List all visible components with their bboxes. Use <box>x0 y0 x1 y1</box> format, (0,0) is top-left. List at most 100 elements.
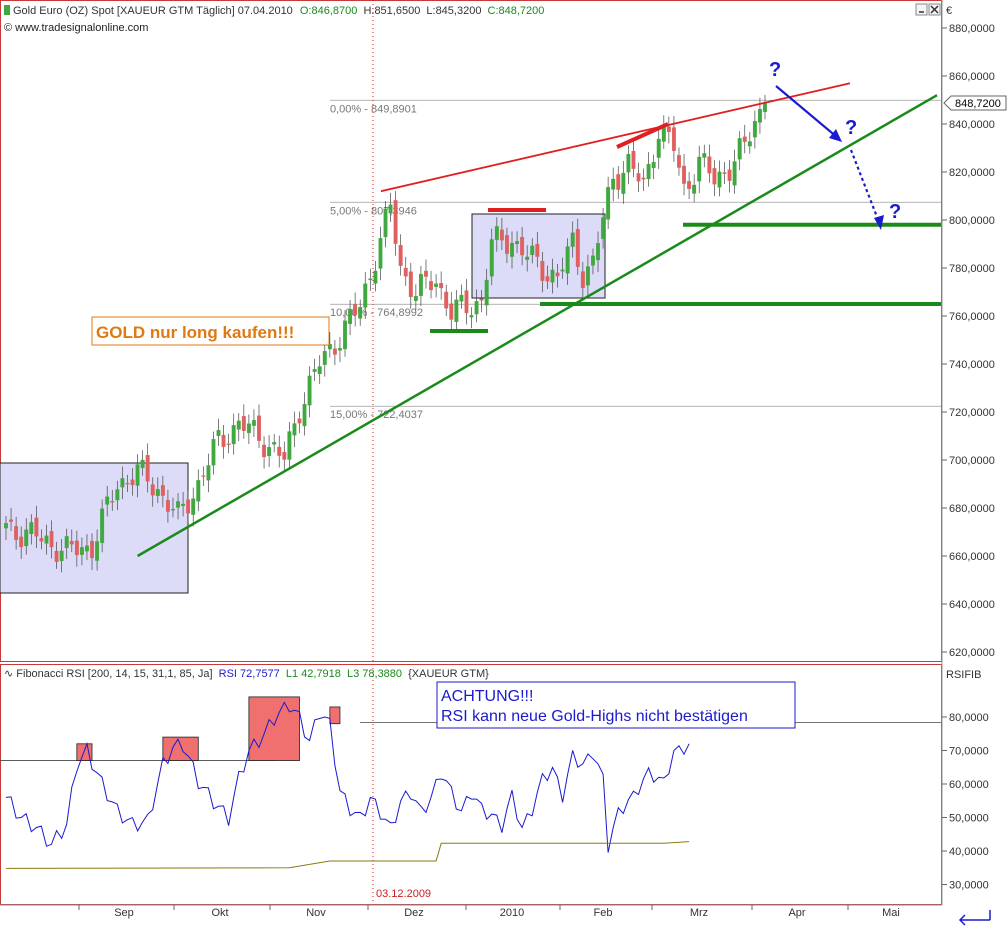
candle-body <box>171 508 175 511</box>
candle-body <box>408 271 413 298</box>
svg-text:Gold Euro (OZ) Spot [XAUEUR GT: Gold Euro (OZ) Spot [XAUEUR GTM Täglich]… <box>13 5 544 17</box>
candle-body <box>712 168 717 185</box>
high-value: H:851,6500 <box>363 5 420 17</box>
rsi-y-tick-label: 60,0000 <box>949 779 989 791</box>
rsi-value: RSI 72,7577 <box>219 668 280 680</box>
close-button[interactable] <box>928 3 941 16</box>
candle-body <box>510 242 514 257</box>
candle-body <box>545 276 550 282</box>
source-label: © www.tradesignalonline.com <box>4 22 148 34</box>
candle-body <box>44 535 49 544</box>
candle-body <box>525 256 530 260</box>
candle-body <box>418 274 423 296</box>
rsi-overbought-box <box>162 736 199 761</box>
candle-body <box>19 536 24 548</box>
candle-body <box>702 153 707 158</box>
candle-body <box>727 169 732 181</box>
candle-body <box>221 434 226 447</box>
candle-body <box>763 102 767 112</box>
scroll-arrow-icon[interactable] <box>958 910 991 926</box>
currency-label: € <box>946 5 952 17</box>
candle-body <box>332 348 337 355</box>
candle-body <box>226 443 231 445</box>
candle-body <box>398 245 403 266</box>
y-tick-label: 880,0000 <box>949 23 995 35</box>
minimize-button[interactable] <box>915 3 928 16</box>
candle-body <box>14 526 19 540</box>
candle-body <box>9 519 14 522</box>
candle-body <box>272 442 277 445</box>
candle-body <box>186 499 191 514</box>
candle-body <box>49 531 54 548</box>
x-tick-label: Apr <box>788 907 805 919</box>
candle-body <box>302 403 307 427</box>
gold-long-annotation: GOLD nur long kaufen!!! <box>91 316 330 346</box>
candle-body <box>434 283 439 287</box>
rsi-title: Fibonacci RSI [200, 14, 15, 31,1, 85, Ja… <box>16 668 212 680</box>
candle-body <box>368 278 373 281</box>
open-value: O:846,8700 <box>300 5 358 17</box>
candle-body <box>100 508 105 543</box>
candle-body <box>732 161 737 186</box>
y-tick-label: 860,0000 <box>949 71 995 83</box>
candle-body <box>388 204 393 214</box>
candle-body <box>257 415 261 441</box>
rsi-y-tick-label: 80,0000 <box>949 712 989 724</box>
candle-body <box>737 138 742 160</box>
candle-body <box>666 126 671 133</box>
y-tick-label: 720,0000 <box>949 407 995 419</box>
question-mark-1: ? <box>769 59 781 81</box>
candle-body <box>641 177 646 180</box>
candle-body <box>24 529 29 547</box>
candle-body <box>206 465 211 481</box>
candle-body <box>651 162 656 169</box>
candle-body <box>484 279 489 306</box>
candle-body <box>429 281 433 291</box>
candle-body <box>176 501 180 508</box>
candle-body <box>393 200 398 244</box>
candle-body <box>646 163 651 180</box>
forecast-arrowhead <box>829 129 842 142</box>
rsi-l1-line <box>5 841 690 869</box>
rsi-icon: ∿ <box>4 668 13 680</box>
candle-body <box>636 173 641 182</box>
candle-body <box>565 246 570 274</box>
candle-body <box>671 127 676 151</box>
l1-value: L1 42,7918 <box>286 668 341 680</box>
x-tick-label: Mai <box>882 907 900 919</box>
candle-body <box>707 156 712 174</box>
candle-body <box>606 187 611 220</box>
fib-level-label: 15,00% - 722,4037 <box>330 409 423 421</box>
last-price-value: 848,7200 <box>955 98 1001 110</box>
candle-body <box>469 315 474 318</box>
candle-body <box>353 304 358 316</box>
candle-body <box>570 232 575 247</box>
candle-body <box>383 208 388 238</box>
rsi-y-tick-label: 50,0000 <box>949 813 989 825</box>
candle-body <box>125 482 130 485</box>
fib-level-label: 10,00% - 764,8992 <box>330 307 423 319</box>
y-tick-label: 780,0000 <box>949 263 995 275</box>
candle-body <box>682 165 686 184</box>
candle-body <box>34 517 39 537</box>
consolidation-box-1 <box>0 462 189 594</box>
candle-body <box>596 243 600 261</box>
candle-body <box>717 171 722 188</box>
candle-body <box>216 430 221 436</box>
candle-body <box>267 447 272 457</box>
candle-body <box>120 478 125 488</box>
candle-body <box>110 501 115 503</box>
candle-body <box>165 500 170 512</box>
candle-body <box>287 431 292 460</box>
rsi-overbought-box <box>329 706 341 725</box>
candle-body <box>459 294 464 302</box>
candle-body <box>535 243 540 257</box>
candle-body <box>656 138 661 158</box>
candle-body <box>752 121 757 138</box>
red-trend-line <box>380 82 851 193</box>
candle-body <box>722 172 727 174</box>
candle-body <box>494 226 499 240</box>
y-tick-label: 740,0000 <box>949 359 995 371</box>
candle-body <box>449 303 454 320</box>
